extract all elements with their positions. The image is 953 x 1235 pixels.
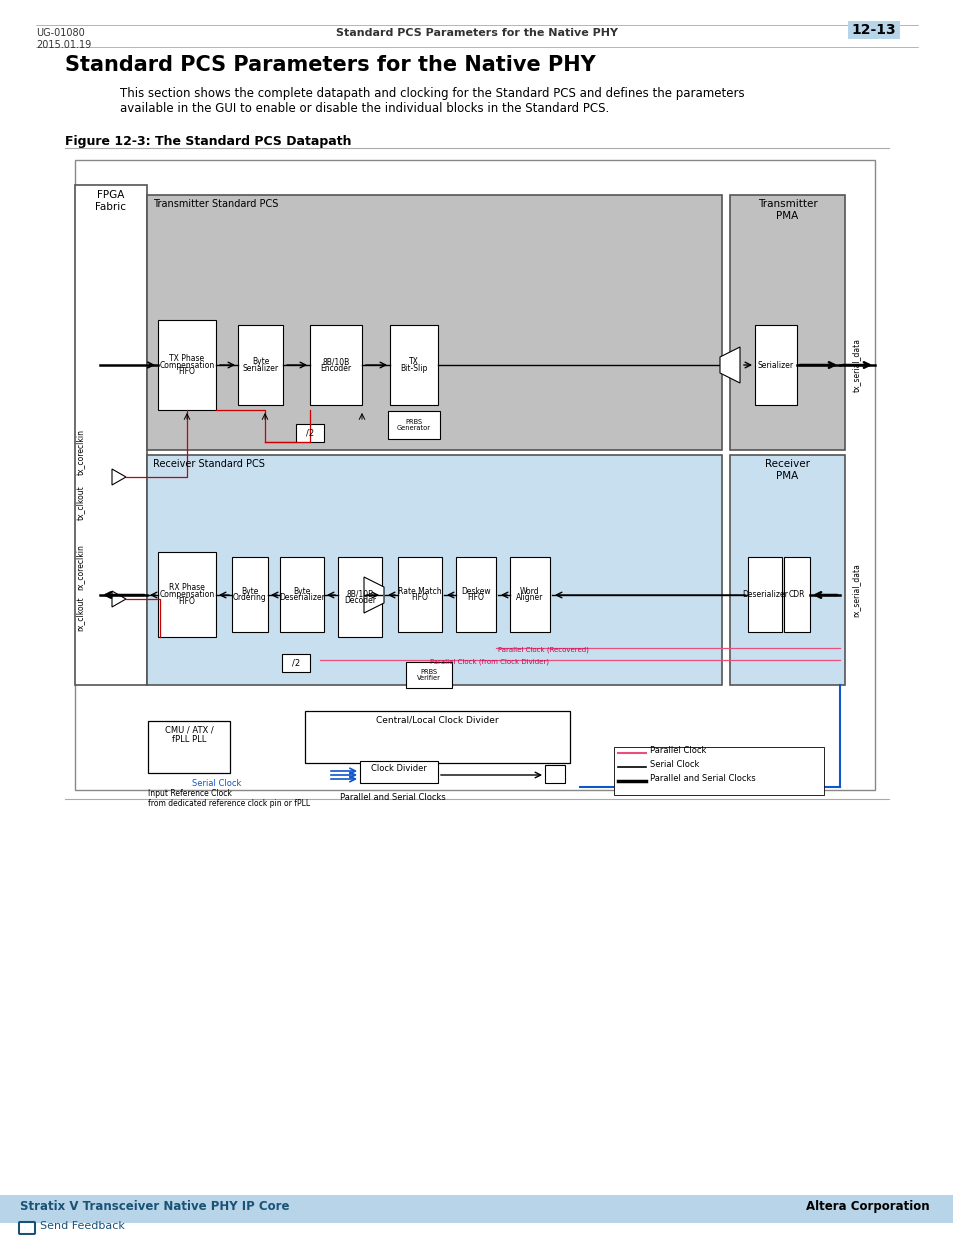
Bar	[847, 21, 899, 40]
Text: Parallel Clock (Recovered): Parallel Clock (Recovered)	[497, 646, 588, 652]
Bar	[75, 161, 874, 790]
Text: FIFO: FIFO	[467, 593, 484, 603]
Bar	[359, 761, 437, 783]
Bar	[282, 655, 310, 672]
Text: rx_coreclkin: rx_coreclkin	[75, 545, 85, 590]
Polygon shape	[364, 577, 384, 613]
Text: FPGA
Fabric: FPGA Fabric	[95, 190, 127, 211]
Text: Compensation: Compensation	[159, 361, 214, 369]
Bar	[614, 747, 823, 795]
Bar	[456, 557, 496, 632]
Text: Parallel and Serial Clocks: Parallel and Serial Clocks	[339, 793, 445, 802]
Text: /2: /2	[292, 658, 300, 667]
Text: Compensation: Compensation	[159, 590, 214, 599]
Text: PRBS: PRBS	[420, 669, 437, 676]
Text: TX: TX	[409, 357, 418, 366]
Bar	[305, 711, 569, 763]
Text: This section shows the complete datapath and clocking for the Standard PCS and d: This section shows the complete datapath…	[120, 86, 744, 115]
Text: Receiver Standard PCS: Receiver Standard PCS	[152, 459, 265, 469]
Text: UG-01080
2015.01.19: UG-01080 2015.01.19	[36, 28, 91, 49]
Bar	[147, 195, 721, 450]
Bar	[544, 764, 564, 783]
Text: FIFO: FIFO	[178, 367, 195, 377]
Text: Parallel and Serial Clocks: Parallel and Serial Clocks	[649, 773, 755, 783]
Text: Central/Local Clock Divider: Central/Local Clock Divider	[375, 715, 498, 724]
Text: Figure 12-3: The Standard PCS Datapath: Figure 12-3: The Standard PCS Datapath	[65, 135, 351, 148]
Bar	[158, 320, 215, 410]
Bar	[337, 557, 381, 637]
Text: Input Reference Clock
from dedicated reference clock pin or fPLL: Input Reference Clock from dedicated ref…	[148, 789, 310, 809]
Text: Bit-Slip: Bit-Slip	[400, 364, 427, 373]
Bar	[397, 557, 441, 632]
Text: Parallel Clock: Parallel Clock	[649, 746, 705, 755]
Text: Deserializer: Deserializer	[279, 593, 325, 603]
Text: Deserializer: Deserializer	[741, 590, 787, 599]
Text: Verifier: Verifier	[416, 676, 440, 680]
Text: Word: Word	[519, 587, 539, 595]
Text: Byte: Byte	[252, 357, 269, 366]
Text: 8B/10B: 8B/10B	[346, 589, 374, 598]
Bar	[232, 557, 268, 632]
Text: Standard PCS Parameters for the Native PHY: Standard PCS Parameters for the Native P…	[65, 56, 595, 75]
Text: Deskew: Deskew	[460, 587, 490, 595]
Text: Stratix V Transceiver Native PHY IP Core: Stratix V Transceiver Native PHY IP Core	[20, 1200, 289, 1213]
Text: FIFO: FIFO	[411, 593, 428, 603]
Text: Clock Divider: Clock Divider	[371, 764, 427, 773]
Text: RX Phase: RX Phase	[169, 583, 205, 593]
Bar	[783, 557, 809, 632]
Bar	[747, 557, 781, 632]
Text: Byte: Byte	[293, 587, 311, 595]
Text: 8B/10B: 8B/10B	[322, 357, 349, 366]
Text: rx_serial_data: rx_serial_data	[851, 563, 860, 618]
Text: Serial Clock: Serial Clock	[192, 779, 241, 788]
Text: rx_clkout: rx_clkout	[75, 597, 85, 631]
Text: 12-13: 12-13	[851, 23, 896, 37]
Text: Rate Match: Rate Match	[397, 587, 441, 595]
Bar	[729, 195, 844, 450]
Text: Serializer: Serializer	[242, 364, 278, 373]
Text: Standard PCS Parameters for the Native PHY: Standard PCS Parameters for the Native P…	[335, 28, 618, 38]
Bar	[754, 325, 796, 405]
Text: Transmitter Standard PCS: Transmitter Standard PCS	[152, 199, 278, 209]
Text: Ordering: Ordering	[233, 593, 267, 603]
Text: tx_serial_data: tx_serial_data	[851, 338, 860, 391]
Text: /2: /2	[306, 429, 314, 437]
Text: FIFO: FIFO	[178, 597, 195, 605]
Polygon shape	[112, 469, 126, 485]
Text: Serializer: Serializer	[757, 361, 793, 369]
Polygon shape	[112, 592, 126, 606]
Text: Generator: Generator	[396, 425, 431, 431]
Text: Parallel Clock (from Clock Divider): Parallel Clock (from Clock Divider)	[430, 658, 548, 664]
Text: Send Feedback: Send Feedback	[40, 1221, 125, 1231]
Text: Serial Clock: Serial Clock	[649, 760, 699, 768]
Bar	[0, 1195, 953, 1223]
Bar	[158, 552, 215, 637]
Text: Aligner: Aligner	[516, 593, 543, 603]
Text: CDR: CDR	[788, 590, 804, 599]
Text: tx_clkout: tx_clkout	[75, 485, 85, 520]
Bar	[406, 662, 452, 688]
Text: Byte: Byte	[241, 587, 258, 595]
Text: Altera Corporation: Altera Corporation	[805, 1200, 929, 1213]
Text: CMU / ATX /
fPLL PLL: CMU / ATX / fPLL PLL	[165, 725, 213, 745]
Text: Receiver
PMA: Receiver PMA	[764, 459, 809, 480]
Polygon shape	[720, 347, 740, 383]
Bar	[75, 185, 147, 685]
Bar	[729, 454, 844, 685]
Text: Decoder: Decoder	[344, 595, 375, 605]
Bar	[390, 325, 437, 405]
Text: Encoder: Encoder	[320, 364, 352, 373]
Bar	[295, 424, 324, 442]
Bar	[388, 411, 439, 438]
Bar	[147, 454, 721, 685]
Bar	[237, 325, 283, 405]
Bar	[510, 557, 550, 632]
Text: TX Phase: TX Phase	[170, 353, 204, 363]
Bar	[310, 325, 361, 405]
Text: PRBS: PRBS	[405, 419, 422, 425]
Text: tx_coreclkin: tx_coreclkin	[75, 429, 85, 475]
Bar	[280, 557, 324, 632]
Text: Transmitter
PMA: Transmitter PMA	[757, 199, 817, 221]
Bar	[148, 721, 230, 773]
